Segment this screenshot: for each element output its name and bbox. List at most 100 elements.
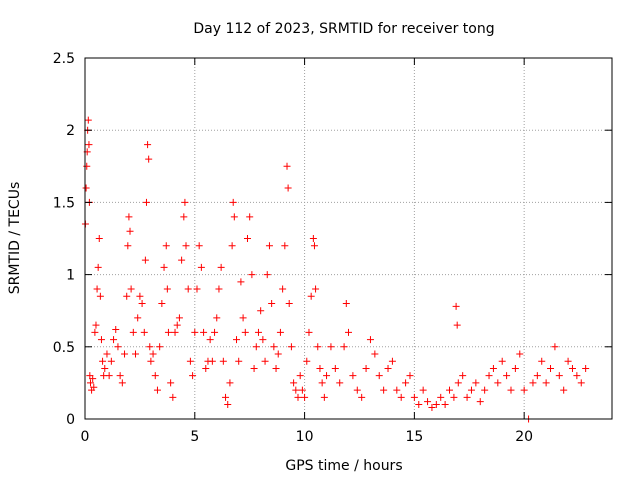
data-point (577, 379, 585, 387)
data-point (380, 386, 388, 394)
data-point (298, 386, 306, 394)
data-point (233, 336, 241, 344)
data-point (140, 328, 148, 336)
data-point (303, 357, 311, 365)
data-point (89, 375, 97, 383)
data-point (206, 336, 214, 344)
data-point (151, 372, 159, 380)
data-point (125, 213, 133, 221)
data-point (114, 343, 122, 351)
data-point (91, 328, 99, 336)
data-point (224, 401, 232, 409)
y-tick-label: 2.5 (53, 51, 75, 67)
data-point (93, 285, 101, 293)
data-point (237, 278, 245, 286)
data-point (96, 292, 104, 300)
data-point (261, 357, 269, 365)
data-point (97, 336, 105, 344)
data-point (241, 328, 249, 336)
data-point (107, 357, 115, 365)
data-point (384, 364, 392, 372)
data-point (230, 213, 238, 221)
data-point (564, 357, 572, 365)
data-point (105, 372, 113, 380)
data-point (406, 372, 414, 380)
data-point (134, 314, 142, 322)
data-point (263, 271, 271, 279)
data-point (446, 386, 454, 394)
data-point (181, 198, 189, 206)
grid-lines (85, 58, 612, 419)
data-point (265, 242, 273, 250)
data-point (126, 227, 134, 235)
data-point (141, 256, 149, 264)
data-point (366, 336, 374, 344)
data-point (323, 372, 331, 380)
data-point (189, 372, 197, 380)
data-point (450, 393, 458, 401)
data-point (345, 328, 352, 336)
data-point (182, 242, 190, 250)
data-point (103, 350, 111, 358)
data-point (419, 386, 427, 394)
data-point (219, 357, 227, 365)
data-point (428, 403, 436, 411)
data-point (153, 386, 161, 394)
data-point (84, 116, 92, 124)
data-point (533, 372, 541, 380)
data-point (254, 328, 262, 336)
data-point (195, 242, 203, 250)
data-point (516, 350, 524, 358)
y-axis-label: SRMTID / TECUs (7, 182, 23, 295)
data-point (453, 321, 461, 329)
data-point (331, 364, 339, 372)
data-point (116, 372, 124, 380)
data-point (582, 364, 590, 372)
data-point (424, 398, 432, 406)
data-point (498, 357, 506, 365)
data-point (285, 299, 293, 307)
data-point (85, 141, 93, 149)
data-point (250, 364, 258, 372)
data-point (82, 184, 90, 192)
data-point (472, 379, 480, 387)
data-point (186, 357, 194, 365)
data-point (287, 343, 295, 351)
data-point (314, 343, 322, 351)
data-point (573, 372, 581, 380)
data-point (94, 263, 102, 271)
data-point (551, 343, 559, 351)
data-point (92, 321, 100, 329)
data-point (327, 343, 335, 351)
x-tick-label: 0 (81, 429, 90, 445)
data-point (145, 155, 153, 163)
data-point (184, 285, 192, 293)
data-point (138, 299, 146, 307)
data-point (362, 364, 370, 372)
data-point (147, 357, 155, 365)
data-point (437, 393, 445, 401)
data-point (276, 328, 284, 336)
data-point (259, 336, 267, 344)
x-tick-labels: 0 5 10 15 20 (81, 429, 534, 445)
data-point (272, 364, 280, 372)
data-point (467, 386, 475, 394)
data-point (243, 235, 251, 242)
data-point (316, 364, 324, 372)
data-point (160, 263, 168, 271)
axis-ticks (84, 57, 612, 420)
data-point (211, 328, 219, 336)
data-point (320, 393, 328, 401)
data-point (246, 213, 254, 221)
data-point (193, 285, 201, 293)
data-point (520, 386, 528, 394)
data-point (146, 343, 154, 351)
data-point (301, 393, 309, 401)
data-point (415, 401, 423, 409)
data-point (101, 364, 109, 372)
data-point (239, 314, 247, 322)
data-point (547, 364, 555, 372)
data-point (95, 235, 103, 242)
data-point (191, 328, 199, 336)
data-point (388, 357, 396, 365)
